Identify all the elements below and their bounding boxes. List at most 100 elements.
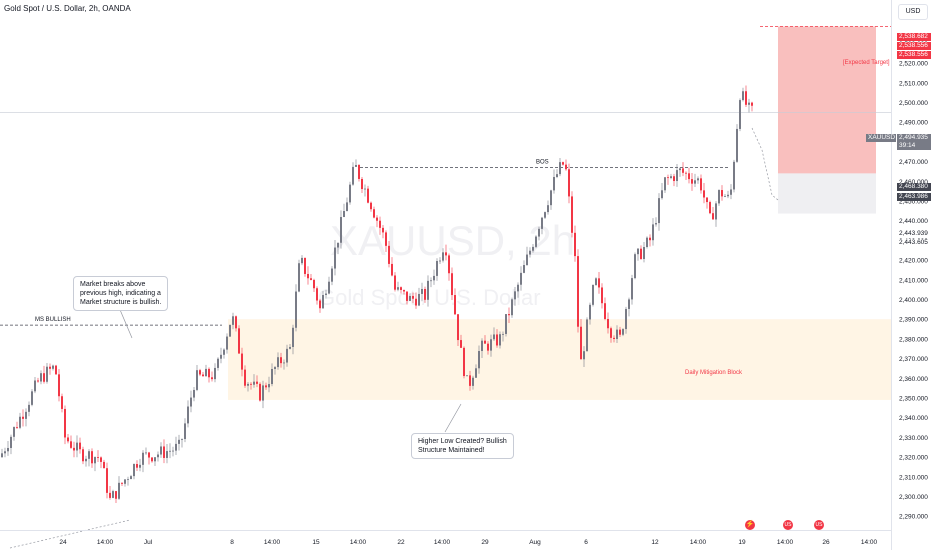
higher-low-note[interactable]: Higher Low Created? Bullish Structure Ma… — [411, 433, 514, 459]
candle — [376, 215, 378, 228]
candle-body — [574, 232, 576, 257]
candle — [220, 347, 222, 364]
candle-body — [673, 176, 675, 182]
y-tick-label: 2,380.000 — [899, 336, 928, 343]
candle-body — [484, 340, 486, 344]
y-tick-label: 2,420.000 — [899, 258, 928, 265]
candle-body — [676, 170, 678, 182]
candle-body — [49, 366, 51, 369]
candle-body — [730, 189, 732, 195]
candle-body — [466, 375, 468, 377]
candle — [193, 387, 195, 402]
candle-body — [292, 327, 294, 347]
candle-body — [634, 254, 636, 279]
candle-body — [259, 383, 261, 401]
candle — [748, 98, 750, 113]
candle — [343, 203, 345, 218]
candle-body — [403, 289, 405, 292]
candle — [73, 441, 75, 458]
candle — [718, 189, 720, 206]
candle — [142, 450, 144, 473]
candle — [391, 257, 393, 277]
y-tick-label: 2,490.000 — [899, 120, 928, 127]
candle — [190, 390, 192, 413]
candle-body — [79, 442, 81, 450]
candle — [544, 211, 546, 219]
candle-body — [118, 482, 120, 499]
candle — [688, 167, 690, 184]
candle-body — [514, 291, 516, 300]
candle — [385, 230, 387, 253]
candle — [604, 297, 606, 321]
candle-body — [727, 194, 729, 197]
candle-body — [565, 164, 567, 170]
candle — [295, 284, 297, 332]
candle-body — [4, 451, 6, 454]
candle — [520, 266, 522, 291]
market-breaks-note[interactable]: Market breaks above previous high, indic… — [73, 276, 169, 311]
candle-body — [160, 446, 162, 455]
candle-body — [412, 295, 414, 299]
candle — [145, 447, 147, 455]
candle — [658, 193, 660, 231]
candle — [133, 463, 135, 480]
candle-body — [493, 334, 495, 340]
currency-button[interactable]: USD — [898, 4, 928, 20]
y-tick-label: 2,390.000 — [899, 317, 928, 324]
ms-bullish-label: MS BULLISH — [35, 317, 71, 323]
candle-body — [502, 333, 504, 335]
candle — [448, 253, 450, 281]
candle — [40, 370, 42, 385]
candle-body — [535, 236, 537, 247]
candle-body — [154, 457, 156, 462]
market-breaks-line-1: Market breaks above — [80, 281, 146, 288]
candle — [721, 185, 723, 201]
candle — [628, 297, 630, 317]
candle-body — [151, 457, 153, 462]
candle — [622, 328, 624, 337]
candle — [232, 312, 234, 330]
candle-body — [73, 447, 75, 451]
candle — [100, 456, 102, 469]
entry-label-1: 2,468.380 — [897, 183, 931, 191]
candle — [712, 206, 714, 220]
candle — [148, 451, 150, 465]
x-tick-label: 14:00 — [264, 539, 281, 546]
candle — [337, 242, 339, 255]
x-tick-label: 26 — [822, 539, 830, 546]
y-tick-label: 2,440.000 — [899, 218, 928, 225]
time-axis-separator — [0, 530, 892, 531]
candle — [514, 286, 516, 306]
candle — [727, 190, 729, 199]
x-tick-label: 12 — [651, 539, 659, 546]
candle — [733, 159, 735, 193]
candle — [151, 457, 153, 463]
candle — [328, 276, 330, 295]
candle-body — [67, 437, 69, 442]
candle — [646, 236, 648, 249]
candle-body — [472, 377, 474, 386]
candle-body — [742, 91, 744, 101]
candle-body — [667, 177, 669, 179]
candle-body — [457, 314, 459, 341]
candle-body — [106, 468, 108, 493]
candle — [703, 182, 705, 204]
candle-body — [688, 173, 690, 180]
us-flag-event-icon-2[interactable]: US — [814, 520, 824, 530]
candle-body — [439, 260, 441, 262]
candle — [313, 278, 315, 293]
candle-body — [571, 196, 573, 233]
candle — [55, 364, 57, 375]
candle — [379, 216, 381, 235]
candle — [70, 435, 72, 449]
candle-body — [70, 441, 72, 448]
y-tick-label: 2,350.000 — [899, 395, 928, 402]
us-flag-event-icon[interactable]: US — [783, 520, 793, 530]
candle-body — [559, 162, 561, 175]
candle-body — [280, 357, 282, 364]
candle-body — [250, 383, 252, 385]
x-tick-label: 8 — [230, 539, 234, 546]
candle-body — [388, 245, 390, 264]
lightning-event-icon[interactable]: ⚡ — [745, 520, 755, 530]
